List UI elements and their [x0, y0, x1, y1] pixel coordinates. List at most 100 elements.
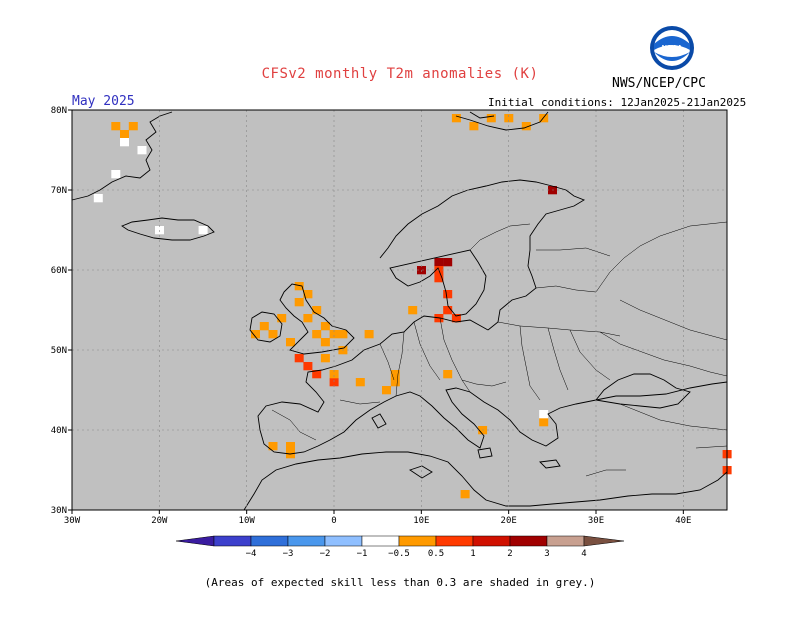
colorbar-low-arrow [175, 535, 215, 547]
colorbar-label: −2 [320, 549, 331, 559]
anomaly-cell [390, 370, 400, 379]
anomaly-cell [303, 362, 313, 371]
forecast-period: May 2025 [72, 94, 135, 109]
lon-tick-label: 30E [588, 516, 604, 526]
anomaly-cell [521, 122, 531, 131]
anomaly-cell [329, 370, 339, 379]
anomaly-cell [390, 378, 400, 387]
graticule [72, 110, 727, 510]
anomaly-cell [128, 122, 138, 131]
lon-tick-label: 40E [675, 516, 691, 526]
anomaly-cell [539, 418, 549, 427]
colorbar-label: −0.5 [388, 549, 410, 559]
anomaly-cell [286, 338, 295, 347]
colorbar-label: 3 [544, 549, 549, 559]
anomaly-cell [268, 442, 278, 451]
map-panel: 30W 20W 10W 0 10E 20E 30E 40E 30N 40N 50N 60N 70N 80… [51, 106, 732, 526]
lat-tick-label: 80N [51, 106, 67, 116]
anomaly-cell [539, 410, 549, 419]
colorbar-box [287, 535, 326, 547]
initial-conditions: Initial conditions: 12Jan2025-21Jan2025 [488, 96, 747, 109]
anomaly-cell [137, 146, 147, 155]
anomaly-cell [120, 138, 129, 147]
anomaly-cell [443, 258, 453, 267]
colorbar-box [213, 535, 252, 547]
logo-text: NOAA [662, 45, 683, 52]
map-frame [71, 109, 728, 511]
logo-bird [654, 36, 690, 50]
lon-tick-label: 20E [501, 516, 517, 526]
coast-scandinavia [379, 179, 586, 331]
colorbar-box [324, 535, 363, 547]
anomaly-cell [451, 114, 461, 123]
anomaly-cell [408, 306, 418, 315]
colorbar-label: −3 [283, 549, 294, 559]
anomaly-cell [329, 330, 339, 339]
anomaly-cell [338, 330, 348, 339]
lat-ticks: 30N 40N 50N 60N 70N 80N [51, 106, 72, 516]
anomaly-cell [443, 290, 453, 299]
colorbar-box [435, 535, 474, 547]
colorbar-box [361, 535, 400, 547]
coast-greenland [71, 111, 173, 201]
colorbar-label: 0.5 [428, 549, 444, 559]
lat-tick-label: 60N [51, 266, 67, 276]
figure-title: CFSv2 monthly T2m anomalies (K) [261, 66, 539, 82]
colorbar-label: 4 [581, 549, 586, 559]
colorbar-label: 1 [470, 549, 475, 559]
coast-continent [257, 315, 728, 455]
anomaly-cell [329, 378, 339, 387]
agency-label: NWS/NCEP/CPC [612, 76, 706, 91]
colorbar-label: 2 [507, 549, 512, 559]
coast-svalbard [455, 111, 549, 131]
coast-islands [371, 413, 561, 479]
lat-tick-label: 50N [51, 346, 67, 356]
anomaly-cell [93, 194, 103, 203]
anomaly-cell [277, 314, 287, 323]
anomaly-cell [443, 370, 453, 379]
anomaly-cell [320, 322, 330, 331]
colorbar-box [250, 535, 289, 547]
anomaly-cell [303, 314, 313, 323]
colorbar-box [398, 535, 437, 547]
colorbar-high-arrow [583, 535, 625, 547]
anomaly-cell [443, 306, 453, 315]
lon-tick-label: 0 [331, 516, 336, 526]
anomaly-cell [286, 442, 295, 451]
anomaly-cell [539, 114, 549, 123]
lat-tick-label: 40N [51, 426, 67, 436]
lon-tick-label: 10E [413, 516, 429, 526]
anomaly-cell [320, 338, 330, 347]
colorbar-box [546, 535, 585, 547]
anomaly-cell [469, 122, 479, 131]
lat-tick-label: 30N [51, 506, 67, 516]
anomaly-cell [460, 490, 470, 499]
coast-north-africa [243, 451, 728, 511]
anomaly-cell [355, 378, 365, 387]
anomaly-cell [294, 282, 304, 291]
anomaly-cell [486, 114, 496, 123]
lon-tick-label: 20W [151, 516, 168, 526]
anomaly-cell [251, 330, 260, 339]
coast-black-sea [595, 373, 691, 409]
anomaly-cell [320, 354, 330, 363]
footnote: (Areas of expected skill less than 0.3 a… [204, 576, 596, 589]
anomaly-cell [451, 314, 461, 323]
anomaly-cell [294, 298, 304, 307]
logo-bottom [654, 52, 690, 61]
lon-tick-label: 30W [64, 516, 81, 526]
colorbar-box [472, 535, 511, 547]
lon-ticks: 30W 20W 10W 0 10E 20E 30E 40E [64, 510, 691, 526]
anomaly-cell [303, 290, 313, 299]
anomaly-cell [434, 274, 444, 283]
coastlines [71, 111, 728, 511]
anomaly-cell [120, 130, 129, 139]
lon-tick-label: 10W [239, 516, 256, 526]
map-background [72, 110, 727, 510]
anomaly-cell [312, 330, 322, 339]
lat-tick-label: 70N [51, 186, 67, 196]
anomaly-cell [312, 370, 322, 379]
anomaly-cell [504, 114, 514, 123]
colorbar-box [509, 535, 548, 547]
